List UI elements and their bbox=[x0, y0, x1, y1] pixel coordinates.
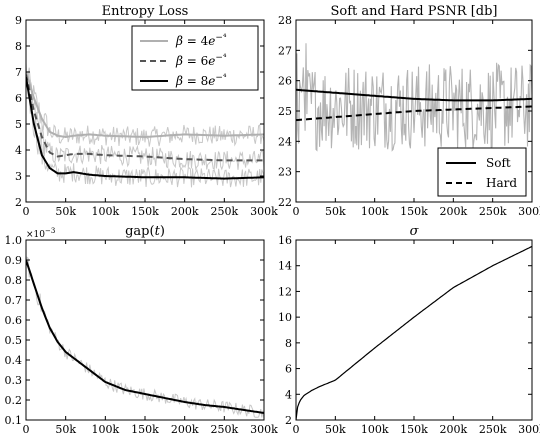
legend: β = 4e−⁴ β = 6e−⁴ β = 8e−⁴ bbox=[131, 25, 259, 91]
x-tick-label: 250k bbox=[210, 423, 238, 436]
chart-title: Soft and Hard PSNR [db] bbox=[331, 4, 498, 19]
series-line-1 bbox=[26, 71, 264, 138]
y-tick-label: 4 bbox=[285, 388, 292, 401]
y-tick-label: 1.0 bbox=[5, 234, 23, 247]
y-tick-label: 23 bbox=[278, 166, 292, 179]
legend-label: β = 6e−⁴ bbox=[175, 53, 227, 68]
x-tick-label: 100k bbox=[361, 423, 389, 436]
y-tick-label: 3 bbox=[15, 170, 22, 183]
y-tick-label: 27 bbox=[278, 44, 292, 57]
y-tick-label: 24 bbox=[278, 135, 292, 148]
x-tick-label: 150k bbox=[400, 423, 428, 436]
legend-box bbox=[437, 147, 527, 197]
raw-trace-2 bbox=[26, 62, 264, 172]
legend-label: β = 8e−⁴ bbox=[175, 73, 227, 88]
y-tick-label: 10 bbox=[278, 311, 292, 324]
chart-panel-2: 0 50k 100k 150k 200k 250k 300k 22 23 24 25 26 27 28 So… bbox=[278, 4, 540, 218]
x-tick-label: 200k bbox=[439, 205, 467, 218]
plot-area bbox=[296, 43, 532, 152]
series-line-1 bbox=[26, 259, 264, 414]
x-tick-label: 300k bbox=[518, 205, 540, 218]
plot-area bbox=[26, 62, 264, 188]
chart-title: σ bbox=[410, 224, 420, 239]
y-tick-label: 14 bbox=[278, 260, 292, 273]
series-line-1 bbox=[296, 245, 532, 420]
x-tick-label: 0 bbox=[293, 423, 300, 436]
legend-label: β = 4e−⁴ bbox=[175, 33, 227, 48]
chart-panel-4: 0 50k 100k 150k 200k 250k 300k 2 4 6 8 10 12 14 16 σ bbox=[278, 224, 540, 436]
y-tick-label: 5 bbox=[15, 118, 22, 131]
x-tick-label: 50k bbox=[55, 423, 76, 436]
series-line-1 bbox=[296, 88, 532, 102]
legend: Soft Hard bbox=[437, 147, 527, 197]
x-tick-label: 100k bbox=[361, 205, 389, 218]
y-tick-label: 9 bbox=[15, 14, 22, 27]
x-tick-label: 300k bbox=[250, 205, 278, 218]
legend-box bbox=[131, 25, 259, 91]
y-tick-label: 12 bbox=[278, 285, 292, 298]
x-tick-label: 150k bbox=[400, 205, 428, 218]
legend-label: Hard bbox=[486, 176, 517, 190]
y-tick-label: 0.5 bbox=[5, 334, 23, 347]
y-tick-label: 6 bbox=[15, 92, 22, 105]
x-tick-label: 50k bbox=[325, 423, 346, 436]
x-tick-label: 300k bbox=[518, 423, 540, 436]
x-tick-label: 0 bbox=[23, 205, 30, 218]
y-tick-label: 6 bbox=[285, 363, 292, 376]
y-tick-label: 0.9 bbox=[5, 254, 23, 267]
y-tick-label: 28 bbox=[278, 14, 292, 27]
chart-title: gap(t) bbox=[125, 224, 165, 239]
chart-title: Entropy Loss bbox=[102, 4, 189, 19]
plot-area bbox=[296, 245, 532, 420]
y-tick-label: 8 bbox=[15, 40, 22, 53]
y-tick-label: 0.2 bbox=[5, 394, 23, 407]
y-tick-label: 8 bbox=[285, 337, 292, 350]
plot-area bbox=[26, 256, 264, 420]
y-tick-label: 0.6 bbox=[5, 314, 23, 327]
axes-frame bbox=[295, 239, 533, 421]
y-tick-label: 0.8 bbox=[5, 274, 23, 287]
y-scale-label: ×10−3 bbox=[26, 227, 55, 240]
x-tick-label: 300k bbox=[250, 423, 278, 436]
x-tick-label: 0 bbox=[293, 205, 300, 218]
y-tick-label: 2 bbox=[285, 414, 292, 427]
y-tick-label: 0.4 bbox=[5, 354, 23, 367]
raw-trace-3 bbox=[26, 74, 264, 188]
y-tick-label: 26 bbox=[278, 75, 292, 88]
x-tick-label: 50k bbox=[325, 205, 346, 218]
x-tick-label: 200k bbox=[171, 423, 199, 436]
x-tick-label: 150k bbox=[131, 423, 159, 436]
x-tick-label: 0 bbox=[23, 423, 30, 436]
raw-trace-1 bbox=[26, 67, 264, 147]
x-tick-label: 200k bbox=[439, 423, 467, 436]
y-tick-label: 7 bbox=[15, 66, 22, 79]
x-tick-label: 100k bbox=[91, 205, 119, 218]
y-tick-label: 2 bbox=[15, 196, 22, 209]
y-tick-label: 22 bbox=[278, 196, 292, 209]
x-tick-label: 200k bbox=[171, 205, 199, 218]
raw-psnr-trace bbox=[296, 43, 532, 152]
x-tick-label: 50k bbox=[55, 205, 76, 218]
y-tick-label: 25 bbox=[278, 105, 292, 118]
x-tick-label: 250k bbox=[479, 205, 507, 218]
y-tick-label: 0.7 bbox=[5, 294, 23, 307]
chart-panel-1: 0 50k 100k 150k 200k 250k 300k 2 3 4 5 6 7 8 9 Entropy … bbox=[15, 4, 278, 218]
y-tick-label: 4 bbox=[15, 144, 22, 157]
x-tick-label: 250k bbox=[210, 205, 238, 218]
x-tick-label: 150k bbox=[131, 205, 159, 218]
y-tick-label: 0.1 bbox=[5, 414, 23, 427]
y-tick-label: 0.3 bbox=[5, 374, 23, 387]
x-tick-label: 250k bbox=[479, 423, 507, 436]
x-tick-label: 100k bbox=[91, 423, 119, 436]
series-line-3 bbox=[26, 77, 264, 180]
y-tick-label: 16 bbox=[278, 234, 292, 247]
legend-label: Soft bbox=[486, 156, 511, 170]
chart-panel-3: 0 50k 100k 150k 200k 250k 300k 0.1 0.2 0.3 0.4 0.5 0… bbox=[5, 224, 279, 436]
